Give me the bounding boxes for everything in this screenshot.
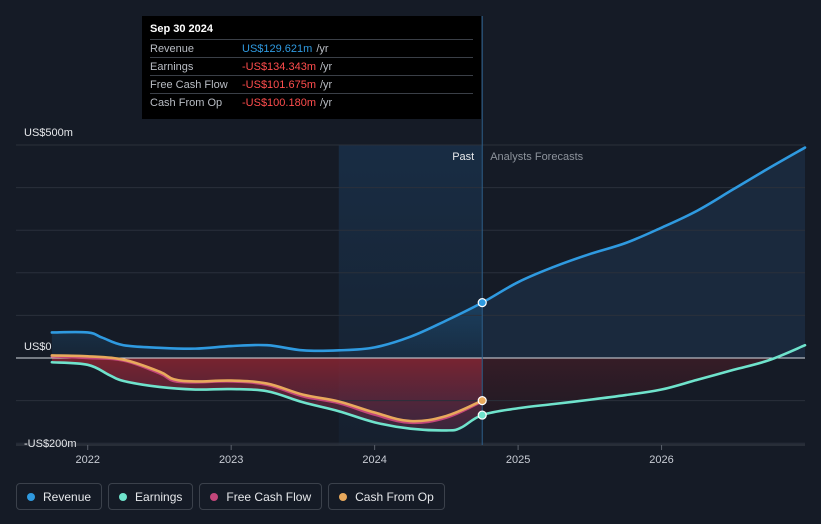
tooltip-label: Earnings — [150, 60, 194, 73]
revenue-dot-icon — [27, 492, 35, 501]
tooltip-unit: /yr — [320, 78, 333, 91]
legend-item-earnings[interactable]: Earnings — [108, 483, 194, 510]
earnings-marker — [477, 410, 487, 420]
x-tick-label: 2026 — [649, 454, 673, 466]
tooltip-value: -US$101.675m — [242, 78, 316, 91]
y-tick-label: US$500m — [24, 127, 73, 139]
legend-label: Free Cash Flow — [226, 489, 312, 504]
free-cash-flow-dot-icon — [210, 492, 219, 501]
y-tick-label: US$0 — [24, 341, 52, 353]
x-tick-label: 2025 — [506, 454, 530, 466]
earnings-line — [50, 343, 807, 432]
earnings-dot-icon — [119, 492, 128, 501]
tooltip-unit: /yr — [320, 96, 333, 109]
tooltip-unit: /yr — [316, 42, 329, 55]
tooltip-row-cash-from-op: Cash From Op -US$100.180m /yr — [150, 93, 473, 111]
tooltip-label: Revenue — [150, 42, 195, 55]
tooltip-date: Sep 30 2024 — [150, 23, 213, 35]
past-label: Past — [452, 151, 474, 163]
tooltip: Sep 30 2024 Revenue US$129.621m /yr Earn… — [142, 16, 481, 119]
tooltip-label: Cash From Op — [150, 96, 223, 109]
revenue-line — [50, 146, 807, 353]
tooltip-unit: /yr — [320, 60, 333, 73]
cash-from-op-dot-icon — [339, 492, 348, 501]
cash-from-op-marker — [477, 396, 487, 406]
tooltip-row-revenue: Revenue US$129.621m /yr — [150, 39, 473, 57]
legend-item-free-cash-flow[interactable]: Free Cash Flow — [199, 483, 323, 510]
legend-item-cash-from-op[interactable]: Cash From Op — [328, 483, 445, 510]
legend-item-revenue[interactable]: Revenue — [16, 483, 103, 510]
tooltip-value: -US$134.343m — [242, 60, 316, 73]
tooltip-label: Free Cash Flow — [150, 78, 228, 91]
legend-label: Earnings — [135, 489, 183, 504]
revenue-area-past — [51, 302, 483, 358]
revenue-area-forecast — [482, 147, 805, 358]
x-tick-label: 2023 — [219, 454, 243, 466]
tooltip-value: US$129.621m — [242, 42, 313, 55]
earnings-area-past — [51, 358, 483, 431]
y-tick-label: -US$200m — [24, 438, 77, 450]
x-tick-label: 2024 — [362, 454, 386, 466]
forecast-label: Analysts Forecasts — [490, 151, 583, 163]
legend: Revenue Earnings Free Cash Flow Cash Fro… — [16, 483, 445, 510]
legend-label: Revenue — [43, 489, 92, 504]
cash-from-op-line — [50, 354, 484, 423]
tooltip-row-free-cash-flow: Free Cash Flow -US$101.675m /yr — [150, 75, 473, 93]
revenue-marker — [477, 298, 487, 308]
x-tick-label: 2022 — [75, 454, 99, 466]
tooltip-row-earnings: Earnings -US$134.343m /yr — [150, 57, 473, 75]
tooltip-value: -US$100.180m — [242, 96, 316, 109]
financials-chart: 2022 2023 2024 2025 2026 US$500m US$0 -US$200m P… — [16, 16, 807, 466]
legend-label: Cash From Op — [355, 489, 434, 504]
